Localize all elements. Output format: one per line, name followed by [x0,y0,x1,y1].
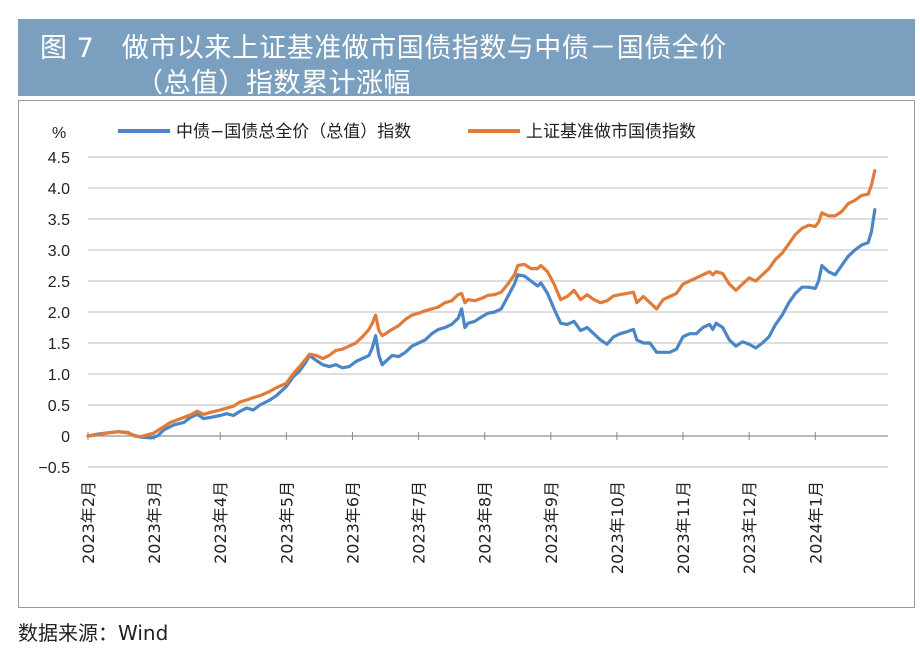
data-source: 数据来源：Wind [18,621,169,645]
x-tick-label: 2023年11月 [674,481,693,574]
chart-title-line-2: （总值）指数累计涨幅 [136,68,411,99]
y-tick-label: 1.0 [48,367,70,384]
legend-label-1: 中债−国债总全价（总值）指数 [176,122,411,142]
y-tick-label: 4.0 [48,181,70,198]
x-tick-label: 2023年10月 [608,481,627,574]
series-line-1 [86,208,877,440]
x-tick-label: 2023年5月 [277,481,296,564]
title-bar: 图 7 做市以来上证基准做市国债指数与中债－国债全价 （总值）指数累计涨幅 [18,19,915,99]
y-axis-unit: % [52,125,66,142]
y-tick-label: 2.5 [48,274,70,291]
y-tick-label: 3.5 [48,212,70,229]
y-tick-label: 0.5 [48,398,70,415]
legend-label-2: 上证基准做市国债指数 [526,122,696,142]
x-tick-label: 2023年3月 [145,481,164,564]
x-tick-label: 2023年6月 [343,481,362,564]
x-tick-label: 2024年1月 [806,481,825,564]
series-line-2 [86,169,877,439]
chart-title-line-1: 图 7 做市以来上证基准做市国债指数与中债－国债全价 [40,33,727,64]
y-tick-label: −0.5 [38,460,70,477]
chart-frame [18,100,915,608]
x-tick-label: 2023年8月 [476,481,495,564]
y-tick-label: 1.5 [48,336,70,353]
y-tick-label: 2.0 [48,305,70,322]
y-tick-label: 4.5 [48,150,70,167]
y-tick-label: 0 [61,429,70,446]
x-tick-label: 2023年9月 [542,481,561,564]
y-tick-label: 3.0 [48,243,70,260]
x-tick-label: 2023年2月 [79,481,98,564]
x-tick-label: 2023年4月 [211,481,230,564]
x-tick-label: 2023年12月 [740,481,759,574]
x-tick-label: 2023年7月 [410,481,429,564]
